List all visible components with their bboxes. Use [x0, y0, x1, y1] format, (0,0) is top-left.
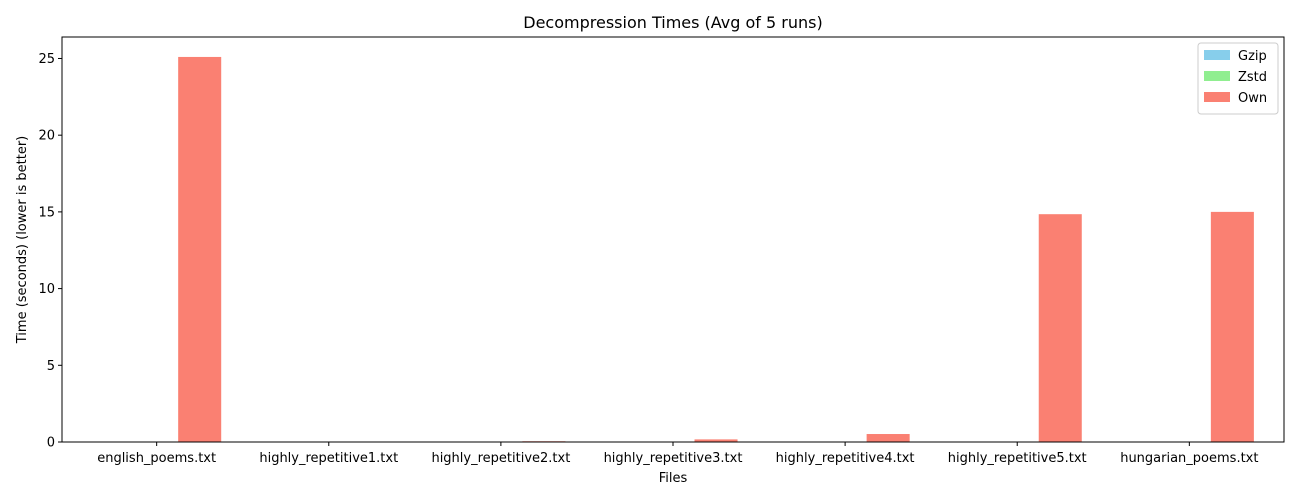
- legend-label-gzip: Gzip: [1238, 49, 1267, 64]
- plot-frame: [62, 37, 1284, 442]
- y-tick-label: 10: [38, 282, 55, 297]
- legend-swatch-own: [1204, 92, 1230, 102]
- y-axis-label: Time (seconds) (lower is better): [15, 136, 30, 344]
- legend-swatch-zstd: [1204, 71, 1230, 81]
- bar-own-highly-repetitive5-txt: [1039, 214, 1082, 442]
- y-axis: 0 5 10 15 20 25: [38, 52, 62, 451]
- y-tick-label: 0: [47, 436, 55, 451]
- x-axis: english_poems.txt highly_repetitive1.txt h…: [97, 442, 1258, 466]
- x-tick-label: highly_repetitive3.txt: [604, 451, 743, 466]
- x-tick-label: english_poems.txt: [97, 451, 216, 466]
- x-tick-label: hungarian_poems.txt: [1120, 451, 1258, 466]
- x-tick-label: highly_repetitive2.txt: [431, 451, 570, 466]
- y-tick-label: 15: [38, 205, 55, 220]
- legend-label-zstd: Zstd: [1238, 70, 1267, 85]
- legend-label-own: Own: [1238, 91, 1267, 106]
- x-tick-label: highly_repetitive4.txt: [776, 451, 915, 466]
- chart-title: Decompression Times (Avg of 5 runs): [523, 13, 822, 32]
- y-tick-label: 5: [47, 359, 55, 374]
- bar-own-highly-repetitive4-txt: [867, 434, 910, 442]
- bar-own-hungarian-poems-txt: [1211, 212, 1254, 442]
- x-tick-label: highly_repetitive1.txt: [259, 451, 398, 466]
- plot-area: [92, 57, 1254, 442]
- y-tick-label: 25: [38, 52, 55, 67]
- x-tick-label: highly_repetitive5.txt: [948, 451, 1087, 466]
- x-axis-label: Files: [659, 471, 688, 486]
- bar-own-english-poems-txt: [178, 57, 221, 442]
- legend: Gzip Zstd Own: [1198, 43, 1278, 114]
- y-tick-label: 20: [38, 129, 55, 144]
- legend-swatch-gzip: [1204, 50, 1230, 60]
